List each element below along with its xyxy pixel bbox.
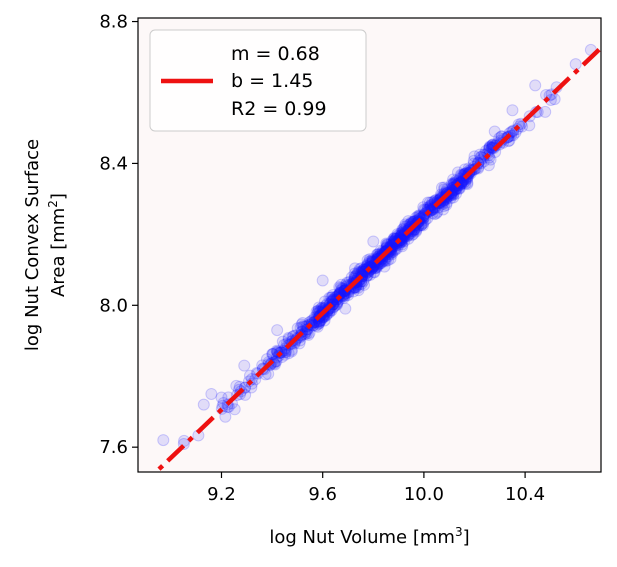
data-point bbox=[333, 281, 346, 294]
fit-line bbox=[152, 46, 601, 472]
data-point bbox=[197, 398, 210, 411]
data-point bbox=[482, 159, 495, 172]
legend-r2: R2 = 0.99 bbox=[231, 98, 327, 120]
legend: m = 0.68 b = 1.45 R2 = 0.99 bbox=[149, 29, 367, 132]
data-point bbox=[363, 253, 376, 266]
x-tick-label: 10.0 bbox=[404, 484, 444, 505]
data-point bbox=[435, 181, 448, 194]
y-tick-label: 8.0 bbox=[99, 295, 128, 316]
data-point bbox=[205, 387, 218, 400]
data-point bbox=[430, 207, 443, 220]
data-point bbox=[438, 181, 451, 194]
x-axis-label: log Nut Volume [mm3] bbox=[269, 525, 469, 548]
data-point bbox=[396, 240, 409, 253]
data-point bbox=[276, 335, 289, 348]
data-point bbox=[447, 173, 460, 186]
data-point bbox=[215, 391, 228, 404]
data-point bbox=[368, 266, 381, 279]
legend-intercept: b = 1.45 bbox=[231, 70, 313, 92]
x-tick-label: 9.2 bbox=[207, 484, 236, 505]
y-tick-label: 8.4 bbox=[99, 153, 128, 174]
y-tick-label: 8.8 bbox=[99, 12, 128, 33]
data-point bbox=[312, 301, 325, 314]
data-point bbox=[399, 218, 412, 231]
data-point bbox=[569, 58, 582, 71]
x-tick-label: 10.4 bbox=[505, 484, 545, 505]
data-point bbox=[438, 200, 451, 213]
data-point bbox=[539, 105, 552, 118]
y-axis-label-line2: Area [mm2] bbox=[46, 193, 69, 297]
y-tick-label: 7.6 bbox=[99, 437, 128, 458]
y-axis-label: log Nut Convex Surface Area [mm2] bbox=[22, 139, 69, 351]
data-point bbox=[523, 119, 536, 132]
data-point bbox=[468, 150, 481, 163]
data-point bbox=[285, 345, 298, 358]
data-point bbox=[358, 278, 371, 291]
data-point bbox=[157, 434, 170, 447]
x-axis: 9.2 9.6 10.0 10.4 bbox=[207, 472, 545, 505]
x-tick-label: 9.6 bbox=[308, 484, 337, 505]
data-point bbox=[440, 198, 453, 211]
data-point bbox=[447, 191, 460, 204]
data-point bbox=[228, 403, 241, 416]
data-point bbox=[318, 295, 331, 308]
legend-slope: m = 0.68 bbox=[231, 43, 320, 65]
data-point bbox=[488, 125, 501, 138]
data-point bbox=[348, 267, 361, 280]
data-point bbox=[382, 254, 395, 267]
data-point bbox=[291, 322, 304, 335]
data-point bbox=[361, 254, 374, 267]
data-point bbox=[353, 263, 366, 276]
data-point bbox=[417, 201, 430, 214]
data-point bbox=[318, 314, 331, 327]
data-point bbox=[384, 252, 397, 265]
data-point bbox=[422, 196, 435, 209]
data-point bbox=[295, 318, 308, 331]
data-point bbox=[378, 260, 391, 273]
data-point bbox=[335, 278, 348, 291]
data-point bbox=[529, 79, 542, 92]
legend-box bbox=[149, 29, 367, 132]
data-point bbox=[380, 237, 393, 250]
plot-frame bbox=[137, 17, 602, 473]
data-point bbox=[437, 203, 450, 216]
data-point bbox=[311, 320, 324, 333]
data-point bbox=[402, 215, 415, 228]
data-point bbox=[262, 367, 275, 380]
data-point bbox=[349, 262, 362, 275]
data-point bbox=[461, 178, 474, 191]
data-point bbox=[271, 324, 284, 337]
data-point bbox=[339, 302, 352, 315]
data-point bbox=[506, 104, 519, 117]
data-point bbox=[230, 379, 243, 392]
data-point bbox=[367, 235, 380, 248]
data-point bbox=[238, 359, 251, 372]
data-point bbox=[219, 410, 232, 423]
y-axis-label-line1: log Nut Convex Surface bbox=[22, 139, 43, 351]
data-point bbox=[296, 316, 309, 329]
data-point bbox=[352, 284, 365, 297]
data-point bbox=[473, 148, 486, 161]
data-point bbox=[451, 166, 464, 179]
y-axis: 7.6 8.0 8.4 8.8 bbox=[99, 12, 138, 458]
data-point bbox=[323, 291, 336, 304]
data-point bbox=[316, 274, 329, 287]
